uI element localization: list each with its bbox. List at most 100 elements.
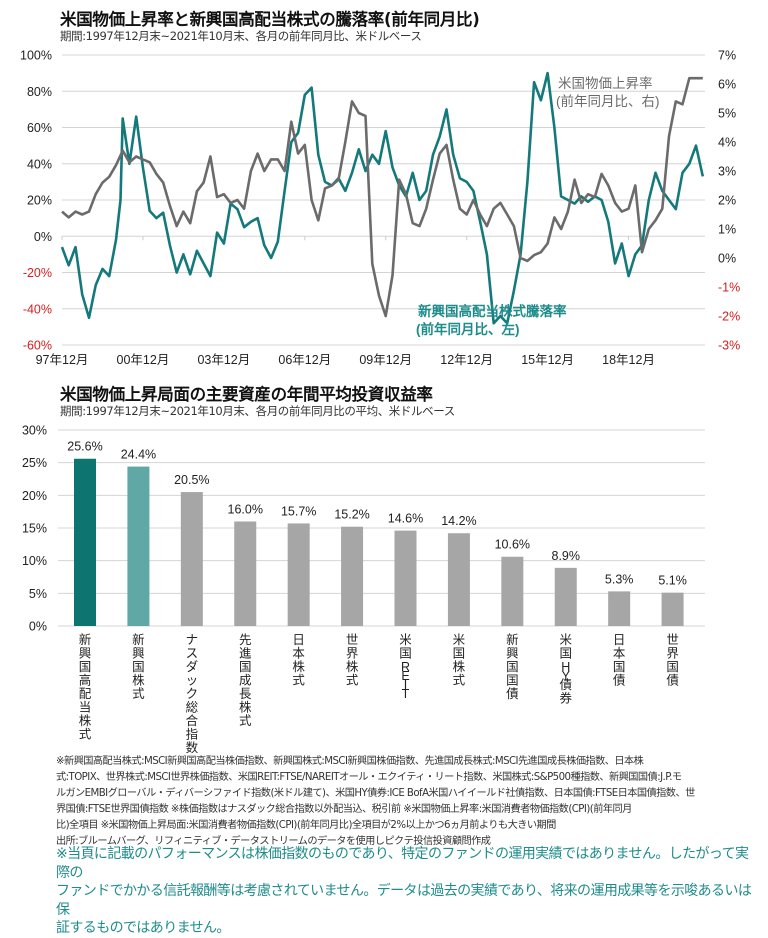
x-tick-label: 03年12月 — [197, 353, 250, 367]
bar — [341, 526, 364, 626]
line-chart-title: 米国物価上昇率と新興国高配当株式の騰落率(前年同月比) — [60, 10, 480, 29]
left-y-axis: 100% 80% 60% 40% 20% 0% -20% -40% -60% — [20, 49, 52, 353]
bar-category-label: 世界株式 — [346, 633, 359, 688]
bar-category-label: 米国 R E I T — [399, 633, 412, 701]
x-tick-label: 06年12月 — [278, 353, 331, 367]
footnotes: ※新興国高配当株式:MSCI新興国高配当株価指数、新興国株式:MSCI新興国株価… — [56, 754, 756, 850]
bar-y-tick-label: 10% — [22, 554, 47, 568]
x-tick-label: 00年12月 — [117, 353, 170, 367]
bar-data-label: 16.0% — [228, 502, 263, 516]
bar-category-label: 新興国株式 — [132, 632, 145, 701]
bar-y-tick-label: 30% — [22, 424, 47, 438]
bar-y-tick-label: 20% — [22, 489, 47, 503]
bar-category-label: 世界国債 — [666, 633, 679, 688]
x-tick-label: 12年12月 — [440, 353, 493, 367]
left-y-tick-label: 20% — [27, 194, 52, 208]
disclaimer: ※当頁に記載のパフォーマンスは株価指数のものであり、特定のファンドの運用実績では… — [56, 845, 756, 938]
left-y-tick-label: 0% — [34, 230, 52, 244]
x-tick-label: 15年12月 — [521, 353, 574, 367]
cpi-series-label: 米国物価上昇率 — [558, 75, 653, 91]
line-series — [60, 71, 705, 325]
bar-data-label: 5.3% — [605, 572, 634, 586]
bar — [447, 533, 470, 626]
footnote-line: 式:TOPIX、世界株式:MSCI世界株価指数、米国REIT:FTSE/NARE… — [56, 772, 682, 783]
bar — [608, 591, 631, 626]
bar-category-label: 日本株式 — [292, 633, 305, 688]
em-dividend-series-sublabel: (前年同月比、左) — [416, 321, 520, 337]
right-y-tick-label: 7% — [718, 49, 736, 63]
bar-chart-gridlines — [58, 429, 705, 627]
right-y-tick-label: 0% — [718, 252, 736, 266]
bar-chart: 30% 25% 20% 15% 10% 5% 0% 25.6% 24.4% 20.5% 16.0%… — [22, 424, 705, 755]
right-y-tick-label: -1% — [718, 281, 740, 295]
bar-data-label: 8.9% — [552, 549, 581, 563]
bar — [394, 530, 417, 626]
right-y-axis: 7% 6% 5% 4% 3% 2% 1% 0% -1% -2% -3% — [718, 49, 740, 353]
bar-data-label: 15.7% — [281, 504, 316, 518]
footnote-line: ルガンEMBIグローバル・ディバーシファイド指数(米ドル建て)、米国HY債券:I… — [56, 788, 695, 799]
bar-data-label: 24.4% — [121, 448, 156, 462]
source-note: 出所:ブルームバーグ、リフィニティブ・データストリームのデータを使用しピクテ投信… — [56, 836, 491, 847]
bar-data-label: 5.1% — [658, 574, 687, 588]
cpi-line — [61, 76, 703, 318]
left-y-tick-label: 40% — [27, 157, 52, 171]
bar-chart-title: 米国物価上昇局面の主要資産の年間平均投資収益率 — [60, 385, 433, 404]
footnote-line: 比)全項目 ※米国物価上昇局面:米国消費者物価指数(CPI)(前年同月比)全項目… — [56, 820, 556, 831]
disclaimer-line: ※当頁に記載のパフォーマンスは株価指数のものであり、特定のファンドの運用実績では… — [56, 846, 749, 881]
cpi-series-sublabel: (前年同月比、右) — [556, 93, 660, 109]
right-y-tick-label: 6% — [718, 78, 736, 92]
right-y-tick-label: 5% — [718, 107, 736, 121]
bar-y-tick-label: 25% — [22, 456, 47, 470]
line-chart: 100% 80% 60% 40% 20% 0% -20% -40% -60% 7% 6% 5% 4% 3… — [20, 49, 740, 368]
right-y-tick-label: 2% — [718, 194, 736, 208]
bar — [234, 521, 257, 626]
left-y-tick-label: -20% — [23, 266, 52, 280]
right-y-tick-label: -3% — [718, 339, 740, 353]
right-y-tick-label: 3% — [718, 165, 736, 179]
bar-chart-subtitle: 期間:1997年12月末~2021年10月末、各月の前年同月比の平均、米ドルベー… — [60, 404, 455, 418]
bar-category-label: 米国 H Y 債券 — [559, 633, 572, 706]
bar-y-tick-label: 0% — [29, 620, 47, 634]
x-axis: 97年12月 00年12月 03年12月 06年12月 09年12月 12年12月 15年1… — [36, 236, 655, 367]
right-y-tick-label: -2% — [718, 310, 740, 324]
line-chart-subtitle: 期間:1997年12月末~2021年10月末、各月の前年同月比、米ドルベース — [60, 29, 422, 43]
bar — [127, 466, 150, 626]
bar-category-label: 新興国高配当株式 — [79, 632, 92, 742]
bar-category-label: 米国株式 — [453, 633, 466, 688]
bar — [180, 492, 203, 626]
x-tick-label: 97年12月 — [36, 353, 89, 367]
bar — [74, 458, 96, 626]
em-dividend-line — [60, 71, 705, 325]
footnote-line: ※新興国高配当株式:MSCI新興国高配当株価指数、新興国株式:MSCI新興国株価… — [56, 756, 644, 767]
bars — [74, 458, 684, 626]
bar-category-label: 先進国成長株式 — [239, 633, 252, 728]
bar-category-label: 新興国国債 — [506, 632, 519, 701]
bar-category-label: 日本国債 — [613, 633, 626, 688]
right-y-tick-label: 4% — [718, 136, 736, 150]
bar-data-label: 25.6% — [67, 440, 102, 454]
left-y-tick-label: 60% — [27, 121, 52, 135]
left-y-tick-label: 80% — [27, 85, 52, 99]
bar-data-labels: 25.6% 24.4% 20.5% 16.0% 15.7% 15.2% 14.6% 14.2%… — [67, 440, 687, 588]
left-y-tick-label: 100% — [20, 49, 52, 63]
bar-data-label: 15.2% — [334, 508, 369, 522]
x-tick-label: 18年12月 — [602, 353, 655, 367]
bar — [501, 556, 524, 626]
bar-data-label: 20.5% — [174, 473, 209, 487]
em-dividend-series-label: 新興国高配当株式騰落率 — [418, 303, 567, 319]
bar-y-tick-label: 5% — [29, 587, 47, 601]
bar-data-label: 10.6% — [495, 538, 530, 552]
bar-category-labels: 新興国高配当株式 新興国株式 ナスダック総合指数 先進国成長株式 日本株式 世界株式 米国 R… — [79, 632, 680, 755]
disclaimer-line: 証するものではありません。 — [56, 920, 230, 936]
left-y-tick-label: -60% — [23, 339, 52, 353]
bar-y-axis: 30% 25% 20% 15% 10% 5% 0% — [22, 424, 47, 634]
bar — [661, 592, 684, 626]
bar-y-tick-label: 15% — [22, 522, 47, 536]
bar-category-label: ナスダック総合指数 — [186, 633, 199, 755]
bar-data-label: 14.6% — [388, 512, 423, 526]
footnote-line: 界国債:FTSE世界国債指数 ※株価指数はナスダック総合指数以外配当込、税引前 … — [56, 804, 632, 815]
bar — [287, 523, 310, 626]
bar-data-label: 14.2% — [441, 514, 476, 528]
bar — [554, 567, 577, 626]
right-y-tick-label: 1% — [718, 223, 736, 237]
